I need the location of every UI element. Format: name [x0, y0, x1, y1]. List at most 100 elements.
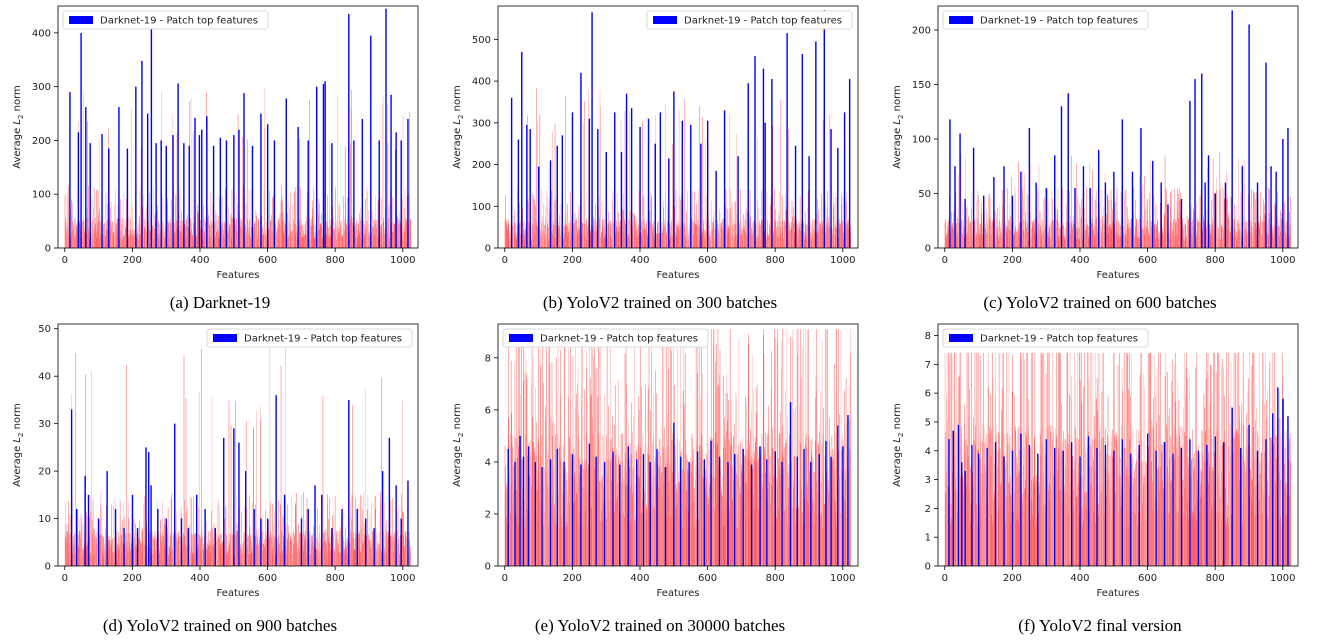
background-bar — [357, 221, 359, 248]
background-bars — [64, 87, 412, 249]
background-bar — [210, 192, 211, 248]
background-bar — [542, 221, 544, 248]
background-bar — [620, 220, 621, 248]
background-bar — [76, 223, 78, 248]
background-bar — [961, 223, 963, 248]
background-bar — [1151, 228, 1153, 248]
background-bar — [287, 504, 289, 566]
background-bar — [547, 223, 548, 248]
background-bar — [334, 551, 336, 566]
background-bar — [650, 489, 652, 566]
background-bar — [569, 505, 571, 566]
background-bar — [149, 231, 151, 248]
background-bar — [573, 212, 575, 248]
background-bar — [165, 525, 166, 566]
background-bar — [1000, 227, 1001, 248]
background-bar — [232, 534, 233, 566]
top-feature-bar — [830, 129, 832, 248]
background-bar — [518, 345, 520, 566]
background-bar — [510, 512, 512, 566]
background-bar — [1258, 221, 1260, 248]
background-bar — [400, 534, 401, 566]
background-bar — [399, 224, 400, 248]
background-bar — [338, 542, 339, 566]
background-bar — [290, 537, 292, 566]
background-bar — [1058, 222, 1059, 248]
background-bar — [727, 233, 728, 248]
background-bar — [181, 211, 182, 248]
background-bar — [1034, 234, 1036, 248]
background-bar — [1085, 230, 1086, 248]
background-bar — [1103, 206, 1104, 248]
background-bar — [277, 227, 278, 248]
background-bar — [153, 237, 154, 248]
background-bar — [540, 234, 542, 248]
background-bar — [570, 238, 572, 248]
background-bar — [663, 482, 664, 566]
background-bar — [1259, 228, 1260, 248]
background-bar — [952, 222, 953, 248]
background-bar — [380, 555, 382, 566]
background-bar — [696, 223, 697, 248]
background-bar — [1199, 218, 1201, 248]
background-bar — [709, 221, 710, 248]
background-bar — [702, 449, 703, 566]
background-bar — [651, 329, 652, 566]
background-bar — [541, 190, 543, 248]
top-feature-bar — [69, 92, 71, 248]
background-bar — [244, 232, 246, 248]
background-bar — [845, 229, 846, 248]
background-bar — [68, 217, 70, 248]
background-bar — [221, 533, 222, 566]
background-bar — [111, 504, 112, 566]
background-bar — [671, 350, 672, 566]
background-bar — [88, 185, 89, 248]
background-bar — [206, 547, 207, 566]
background-bar — [567, 397, 569, 566]
background-bar — [311, 237, 312, 248]
background-bar — [628, 458, 630, 566]
background-bar — [1040, 214, 1041, 248]
background-bar — [95, 534, 97, 566]
background-bar — [79, 530, 80, 566]
background-bar — [1069, 191, 1070, 248]
background-bar — [332, 206, 333, 248]
background-bar — [543, 239, 545, 248]
background-bar — [566, 237, 568, 248]
background-bar — [241, 551, 243, 566]
background-bar — [1034, 220, 1035, 248]
background-bar — [693, 226, 694, 248]
background-bar — [305, 538, 306, 566]
background-bar — [684, 502, 686, 566]
background-bar — [113, 554, 115, 566]
background-bar — [215, 540, 217, 566]
background-bar — [271, 236, 273, 248]
background-bar — [221, 544, 223, 566]
background-bar — [209, 224, 210, 248]
background-bar — [614, 385, 616, 566]
background-bar — [1227, 199, 1228, 248]
background-bar — [839, 219, 840, 248]
background-bar — [109, 219, 111, 248]
background-bar — [675, 457, 676, 566]
background-bar — [806, 233, 807, 248]
background-bar — [781, 238, 782, 248]
background-bar — [736, 239, 738, 248]
background-bar — [950, 231, 952, 248]
background-bar — [1250, 221, 1251, 248]
background-bar — [91, 552, 92, 566]
background-bar — [1221, 186, 1223, 248]
top-feature-bar — [146, 113, 149, 248]
background-bar — [1212, 237, 1213, 248]
top-feature-bar — [370, 35, 372, 248]
background-bar — [957, 227, 959, 248]
background-bar — [652, 506, 654, 566]
background-bar — [689, 227, 691, 248]
background-bar — [544, 225, 545, 248]
background-bar — [506, 487, 508, 566]
background-bar — [626, 484, 628, 566]
background-bar — [542, 382, 544, 566]
background-bar — [324, 530, 325, 566]
background-bar — [571, 216, 572, 248]
background-bar — [176, 511, 177, 566]
